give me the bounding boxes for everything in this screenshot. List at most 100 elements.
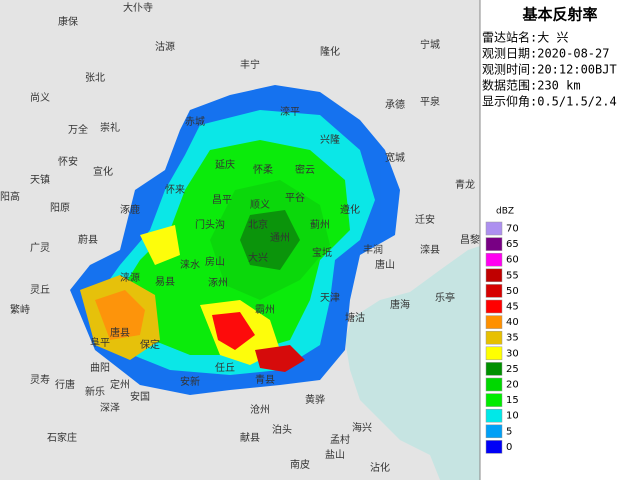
place-label: 献县 (240, 431, 260, 444)
place-label: 北京 (248, 218, 268, 231)
place-label: 宁城 (420, 38, 440, 51)
place-label: 赤城 (185, 116, 205, 128)
place-label: 青龙 (455, 178, 475, 191)
place-label: 阳高 (0, 190, 20, 203)
radar-echo (70, 85, 400, 395)
legend-level: 60 (506, 255, 519, 266)
place-label: 房山 (205, 255, 225, 268)
place-label: 易县 (155, 276, 175, 288)
place-label: 承德 (385, 98, 405, 111)
place-label: 海兴 (352, 421, 372, 434)
place-label: 孟村 (330, 433, 350, 446)
panel-info-line: 雷达站名:大 兴 (482, 30, 568, 45)
legend-swatch (485, 330, 503, 345)
place-label: 大兴 (248, 251, 268, 264)
place-label: 唐县 (110, 326, 130, 339)
legend-level: 65 (506, 239, 519, 250)
legend-swatch (485, 408, 503, 423)
place-label: 宣化 (93, 165, 113, 178)
place-label: 平泉 (420, 95, 440, 108)
place-label: 安国 (130, 390, 150, 403)
place-label: 崇礼 (100, 121, 120, 134)
place-label: 隆化 (320, 45, 340, 58)
place-label: 张北 (85, 72, 105, 84)
place-label: 遵化 (340, 203, 360, 216)
place-label: 青县 (255, 373, 275, 386)
place-label: 塘沽 (345, 311, 365, 324)
legend-level: 15 (506, 395, 519, 406)
legend-level: 5 (506, 426, 512, 437)
panel-info-line: 观测时间:20:12:00BJT (482, 63, 617, 77)
legend-level: 55 (506, 270, 519, 281)
place-label: 霸州 (255, 304, 275, 316)
place-label: 涞源 (120, 271, 140, 284)
place-label: 通州 (270, 232, 290, 244)
place-label: 蓟州 (310, 218, 330, 231)
place-label: 宽城 (385, 151, 405, 164)
legend-level: 70 (506, 224, 519, 235)
legend-swatch (485, 315, 503, 329)
place-label: 怀安 (58, 155, 78, 168)
place-label: 密云 (295, 163, 315, 176)
legend-level: 10 (506, 411, 519, 422)
legend-swatch (485, 252, 503, 267)
place-label: 广灵 (30, 242, 50, 254)
place-label: 昌平 (212, 194, 232, 206)
place-label: 顺义 (250, 199, 270, 211)
place-label: 灵寿 (30, 373, 50, 386)
legend-level: 35 (506, 333, 519, 344)
place-label: 大仆寺 (123, 1, 153, 14)
place-label: 新乐 (85, 385, 105, 398)
place-label: 滦县 (420, 243, 440, 256)
place-label: 阜平 (90, 336, 110, 349)
legend-swatch (485, 440, 503, 454)
legend-level: 0 (506, 442, 512, 453)
place-label: 任丘 (215, 361, 235, 374)
legend-swatch (485, 424, 503, 439)
place-label: 涿鹿 (120, 203, 140, 216)
legend-level: 40 (506, 317, 519, 328)
place-label: 阳原 (50, 202, 70, 214)
place-label: 泊头 (272, 424, 292, 436)
panel-info-line: 观测日期:2020-08-27 (482, 47, 609, 61)
place-label: 蔚县 (78, 234, 98, 246)
place-label: 盐山 (325, 448, 345, 461)
place-label: 延庆 (215, 158, 235, 171)
place-label: 万全 (68, 123, 88, 136)
place-label: 怀来 (165, 184, 185, 196)
place-label: 平谷 (285, 192, 305, 204)
place-label: 石家庄 (47, 431, 77, 444)
place-label: 南皮 (290, 458, 310, 471)
place-label: 安新 (180, 375, 200, 388)
legend-unit: dBZ (496, 207, 514, 217)
place-label: 迁安 (415, 213, 435, 226)
place-label: 沾化 (370, 461, 390, 474)
info-panel (480, 0, 640, 480)
place-label: 保定 (140, 338, 160, 351)
place-label: 滦平 (280, 105, 300, 118)
place-label: 宝坻 (312, 246, 332, 259)
place-label: 涿州 (208, 277, 228, 289)
legend-swatch (485, 268, 503, 283)
place-label: 丰润 (363, 243, 383, 256)
legend-swatch (485, 362, 503, 376)
legend-swatch (485, 284, 503, 298)
place-label: 沧州 (250, 403, 270, 416)
place-label: 唐海 (390, 298, 410, 311)
place-label: 兴隆 (320, 133, 340, 146)
legend-swatch (485, 237, 503, 251)
legend-level: 30 (506, 348, 519, 359)
place-label: 深泽 (100, 402, 120, 414)
place-label: 天镇 (30, 173, 50, 186)
place-label: 涞水 (180, 259, 200, 271)
legend-swatch (485, 221, 503, 236)
place-label: 昌黎 (460, 233, 480, 246)
legend-level: 20 (506, 380, 519, 391)
legend-swatch (485, 346, 503, 361)
place-label: 定州 (110, 378, 130, 391)
legend-level: 50 (506, 286, 519, 297)
legend-swatch (485, 393, 503, 407)
legend-swatch (485, 377, 503, 392)
place-label: 怀柔 (253, 164, 273, 176)
